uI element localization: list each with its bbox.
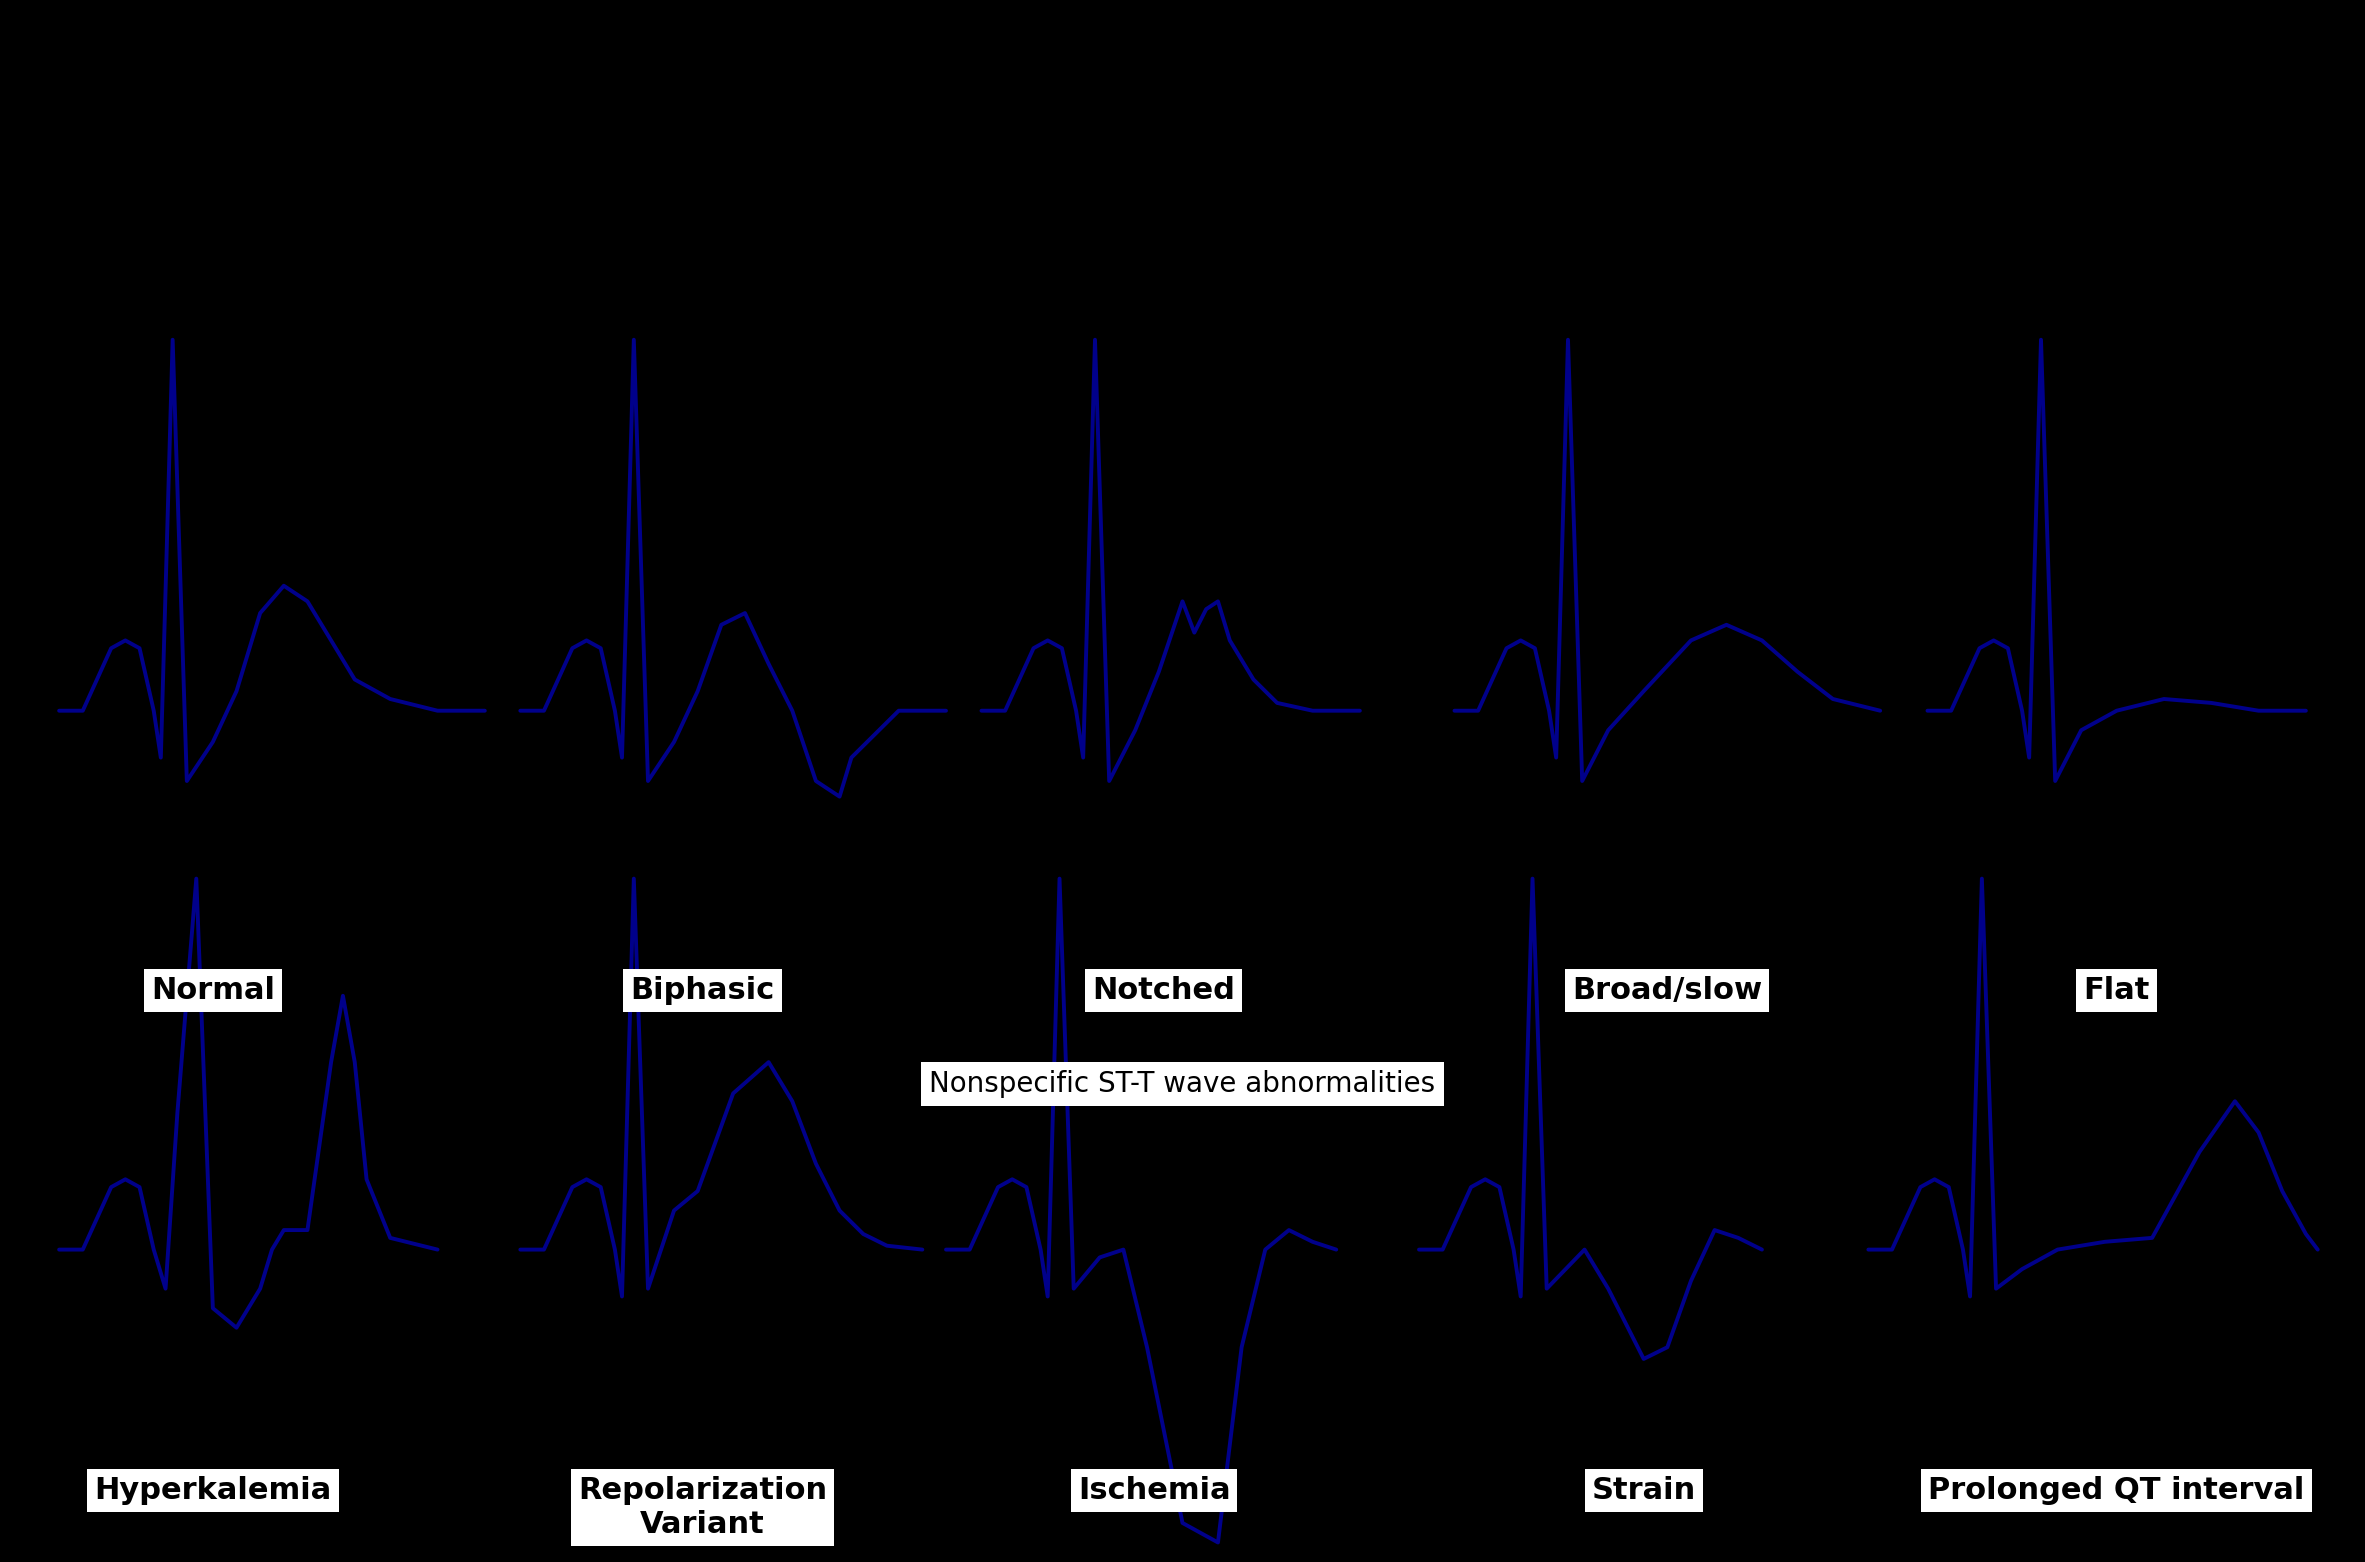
Text: Broad/slow: Broad/slow (1573, 976, 1762, 1006)
Text: Normal: Normal (151, 976, 274, 1006)
Text: Repolarization
Variant: Repolarization Variant (577, 1476, 828, 1539)
Text: Prolonged QT interval: Prolonged QT interval (1927, 1476, 2306, 1506)
Text: Hyperkalemia: Hyperkalemia (95, 1476, 331, 1506)
Text: Flat: Flat (2084, 976, 2150, 1006)
Text: Biphasic: Biphasic (631, 976, 773, 1006)
Text: Strain: Strain (1592, 1476, 1696, 1506)
Text: Nonspecific ST-T wave abnormalities: Nonspecific ST-T wave abnormalities (929, 1070, 1436, 1098)
Text: Ischemia: Ischemia (1078, 1476, 1230, 1506)
Text: Notched: Notched (1093, 976, 1235, 1006)
